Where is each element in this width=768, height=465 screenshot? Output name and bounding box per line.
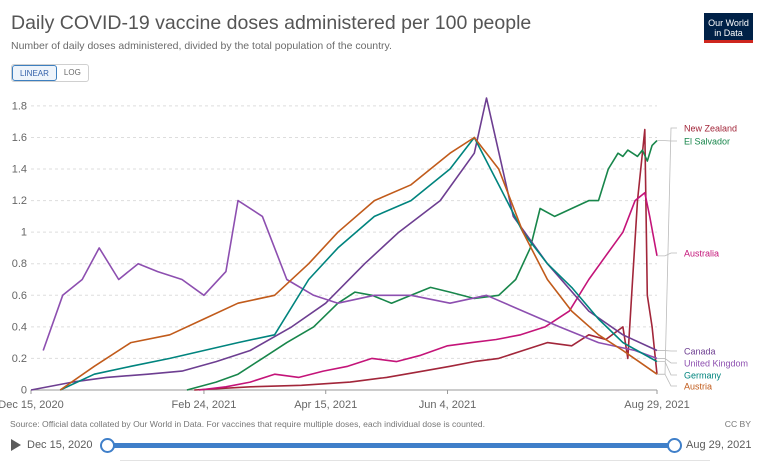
y-tick-label: 0.4 [12,321,27,333]
license-label[interactable]: CC BY [724,419,751,429]
logo-accent-bar [704,40,753,43]
y-tick-label: 1.4 [12,164,27,176]
scale-toggle: LINEAR LOG [11,64,89,82]
x-tick-label: Dec 15, 2020 [0,399,64,411]
x-tick-label: Apr 15, 2021 [294,399,357,411]
footer-divider [120,460,710,461]
play-icon[interactable] [11,439,21,451]
timeline-end-handle[interactable] [667,438,682,453]
legend-label-el-salvador: El Salvador [684,137,730,147]
legend-label-new-zealand: New Zealand [684,124,737,134]
logo-text-line-1: Our World [708,18,749,28]
linear-scale-button[interactable]: LINEAR [12,65,57,81]
gridlines [30,105,658,394]
legend-label-germany: Germany [684,371,722,381]
chart-subtitle: Number of daily doses administered, divi… [11,40,392,52]
timeline-end-label: Aug 29, 2021 [686,439,752,451]
y-tick-label: 1.2 [12,195,27,207]
legend-connector-germany [657,361,677,376]
y-tick-label: 0.8 [12,258,27,270]
y-axis-labels: 0 0.2 0.4 0.6 0.8 1 1.2 1.4 1.6 1.8 [12,100,27,396]
series-line-austria [59,136,658,391]
series-line-el-salvador [186,140,658,391]
series-lines [30,97,658,391]
timeline-track[interactable] [106,443,674,448]
timeline-start-label: Dec 15, 2020 [27,439,93,451]
timeline-start-handle[interactable] [100,438,115,453]
x-axis-labels: Dec 15, 2020 Feb 24, 2021 Apr 15, 2021 Jun … [0,399,690,411]
legend-connector-united-kingdom [657,358,677,364]
legend-label-australia: Australia [684,249,719,259]
x-tick-label: Feb 24, 2021 [172,399,237,411]
chart-title: Daily COVID-19 vaccine doses administere… [11,12,532,34]
series-line-germany [59,136,658,391]
legend-connector-austria [657,373,677,387]
line-end-legend: New Zealand El Salvador Australia Canada Uni… [657,124,748,392]
series-line-united-kingdom [42,199,658,360]
y-tick-label: 0.2 [12,353,27,365]
source-note: Source: Official data collated by Our Wo… [10,419,485,429]
legend-connector-new-zealand [657,127,677,375]
legend-label-united-kingdom: United Kingdom [684,359,748,369]
log-scale-button[interactable]: LOG [63,68,81,77]
x-tick-label: Aug 29, 2021 [624,399,689,411]
our-world-in-data-logo[interactable]: Our World in Data [704,13,753,43]
y-tick-label: 0 [21,385,27,397]
y-tick-label: 1.6 [12,132,27,144]
y-tick-label: 1 [21,227,27,239]
series-line-new-zealand [194,128,658,391]
legend-label-austria: Austria [684,382,712,392]
line-chart: 0 0.2 0.4 0.6 0.8 1 1.2 1.4 1.6 1.8 Dec 15, 2020 F… [0,97,748,411]
logo-text-line-2: in Data [714,28,743,38]
series-line-australia [199,191,658,391]
legend-connector-australia [657,252,677,257]
y-tick-label: 0.6 [12,290,27,302]
y-tick-label: 1.8 [12,100,27,112]
legend-label-canada: Canada [684,347,716,357]
x-tick-label: Jun 4, 2021 [419,399,477,411]
